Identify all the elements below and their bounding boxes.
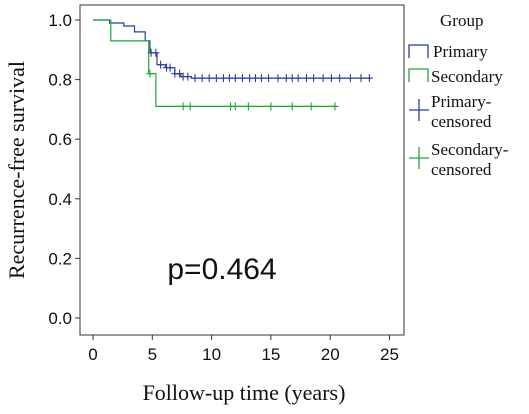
censor-mark-secondary xyxy=(288,102,296,111)
legend-label-primary-censored-line2: censored xyxy=(431,112,492,131)
censor-mark-primary xyxy=(365,74,373,83)
x-tick-label: 15 xyxy=(261,345,280,364)
legend-label-secondary-censored-line2: censored xyxy=(431,160,492,179)
legend-entry-secondary: Secondary xyxy=(408,67,503,86)
censor-mark-secondary xyxy=(331,102,339,111)
censor-mark-primary xyxy=(274,74,282,83)
censor-mark-primary xyxy=(336,74,344,83)
legend-cross-icon-primary xyxy=(409,99,429,121)
legend-cross-icon-secondary xyxy=(409,147,429,169)
censor-mark-primary xyxy=(282,74,290,83)
censor-mark-primary xyxy=(294,74,302,83)
censor-mark-primary xyxy=(219,74,227,83)
censor-mark-secondary xyxy=(244,102,252,111)
censor-mark-primary xyxy=(238,74,246,83)
censor-mark-primary xyxy=(205,74,213,83)
censor-mark-primary xyxy=(152,48,160,57)
series-line-secondary xyxy=(93,19,338,107)
censor-mark-primary xyxy=(251,74,259,83)
censor-mark-primary xyxy=(198,74,206,83)
legend-step-icon-secondary xyxy=(408,68,429,82)
censor-mark-primary xyxy=(265,74,273,83)
legend-label-secondary-censored-line1: Secondary- xyxy=(431,140,509,159)
x-axis-label: Follow-up time (years) xyxy=(143,380,346,405)
censor-mark-secondary xyxy=(267,102,275,111)
censor-mark-primary xyxy=(257,74,265,83)
censor-mark-primary xyxy=(176,69,184,78)
x-tick-label: 5 xyxy=(148,345,157,364)
censor-mark-primary xyxy=(166,63,174,72)
censor-mark-primary xyxy=(346,74,354,83)
y-tick-label: 0.6 xyxy=(48,130,72,149)
censor-mark-secondary xyxy=(307,102,315,111)
x-tick-label: 20 xyxy=(321,345,340,364)
censor-mark-primary xyxy=(310,74,318,83)
y-tick-label: 0.8 xyxy=(48,71,72,90)
plot-frame xyxy=(79,4,405,336)
censor-mark-primary xyxy=(246,74,254,83)
x-tick-label: 0 xyxy=(88,345,97,364)
y-axis-label: Recurrence-free survival xyxy=(4,61,29,279)
censor-mark-secondary xyxy=(179,102,187,111)
y-tick-label: 1.0 xyxy=(48,11,72,30)
x-tick-label: 25 xyxy=(380,345,399,364)
censor-mark-primary xyxy=(327,74,335,83)
x-tick-label: 10 xyxy=(202,345,221,364)
censor-mark-primary xyxy=(184,72,192,81)
censor-mark-primary xyxy=(157,60,165,69)
legend-label-primary: Primary xyxy=(433,42,488,61)
legend: Group Primary Secondary Primary- censore… xyxy=(408,11,509,179)
y-tick-label: 0.2 xyxy=(48,249,72,268)
y-tick-label: 0.4 xyxy=(48,190,72,209)
x-axis: 0 5 10 15 20 25 xyxy=(88,335,399,364)
censor-mark-primary xyxy=(212,74,220,83)
censor-mark-secondary xyxy=(146,69,154,78)
series-layer xyxy=(93,19,373,111)
censor-mark-primary xyxy=(357,74,365,83)
legend-title: Group xyxy=(440,11,483,30)
censor-mark-primary xyxy=(288,74,296,83)
legend-label-primary-censored-line1: Primary- xyxy=(431,92,492,111)
censor-mark-primary xyxy=(319,74,327,83)
censor-mark-primary xyxy=(231,74,239,83)
y-tick-label: 0.0 xyxy=(48,309,72,328)
legend-entry-secondary-censored: Secondary- censored xyxy=(409,140,509,179)
censor-mark-secondary xyxy=(186,102,194,111)
censor-mark-secondary xyxy=(231,102,239,111)
censor-mark-primary xyxy=(191,74,199,83)
legend-label-secondary: Secondary xyxy=(431,67,503,86)
censor-mark-primary xyxy=(225,74,233,83)
p-value-annotation: p=0.464 xyxy=(167,253,276,286)
y-axis: 0.0 0.2 0.4 0.6 0.8 1.0 xyxy=(48,11,80,328)
legend-entry-primary: Primary xyxy=(408,42,488,61)
legend-entry-primary-censored: Primary- censored xyxy=(409,92,492,131)
legend-step-icon-primary xyxy=(408,44,429,58)
censor-mark-primary xyxy=(302,74,310,83)
